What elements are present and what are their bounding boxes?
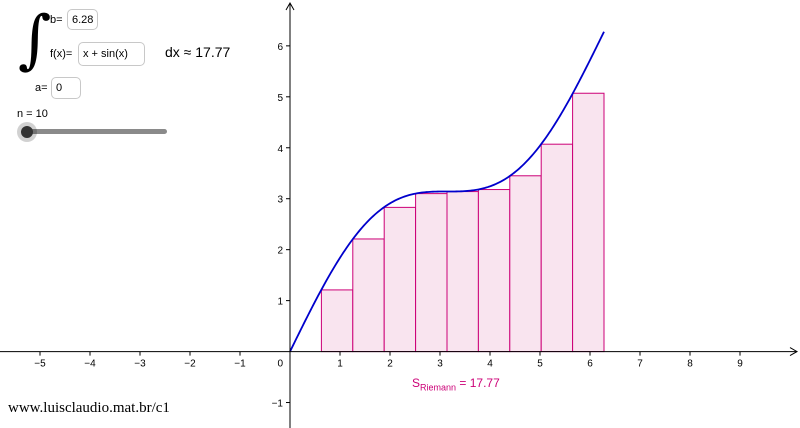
x-tick-label: −4 xyxy=(84,359,96,370)
riemann-value: = 17.77 xyxy=(459,376,500,390)
x-tick-label: −3 xyxy=(134,359,146,370)
footer-url[interactable]: www.luisclaudio.mat.br/c1 xyxy=(8,400,170,416)
riemann-subscript: Riemann xyxy=(420,382,457,393)
x-tick-label: −2 xyxy=(184,359,196,370)
y-tick-label: 6 xyxy=(277,42,283,53)
riemann-rect xyxy=(509,175,542,353)
function-curve xyxy=(289,31,605,352)
riemann-rect xyxy=(540,143,574,353)
slider-label: n = 10 xyxy=(17,108,48,120)
x-tick-label: 9 xyxy=(737,359,743,370)
riemann-rect xyxy=(446,191,479,353)
riemann-s: S xyxy=(412,376,421,390)
riemann-rectangles xyxy=(320,92,605,353)
riemann-sum-label: SRiemann = 17.77 xyxy=(412,376,500,392)
y-tick-label: 5 xyxy=(277,93,283,104)
x-tick-label: 5 xyxy=(537,359,543,370)
riemann-rect xyxy=(320,289,354,353)
integral-input-panel: ∫ b= 6.28 f(x)= x + sin(x) a= 0 dx ≈ 17.… xyxy=(0,0,250,150)
y-tick-label: 4 xyxy=(277,144,283,155)
x-tick-label: −1 xyxy=(234,359,246,370)
lower-bound-input[interactable]: 0 xyxy=(51,77,81,99)
integral-value: dx ≈ 17.77 xyxy=(165,44,231,60)
integral-sign: ∫ xyxy=(18,3,52,77)
x-tick-label: 2 xyxy=(387,359,393,370)
upper-bound-input[interactable]: 6.28 xyxy=(67,9,98,30)
riemann-rect xyxy=(572,92,605,353)
function-input[interactable]: x + sin(x) xyxy=(78,42,145,66)
riemann-rect xyxy=(477,189,511,353)
x-tick-label: −5 xyxy=(34,359,46,370)
riemann-rect xyxy=(383,206,417,353)
x-tick-label: 6 xyxy=(587,359,593,370)
riemann-rect xyxy=(352,238,385,353)
origin-label: 0 xyxy=(277,359,283,370)
riemann-rect xyxy=(415,193,448,353)
y-tick-label: −1 xyxy=(272,399,284,410)
n-slider-knob[interactable] xyxy=(21,126,33,138)
x-axis-arrow xyxy=(789,347,799,357)
y-tick-label: 3 xyxy=(277,195,283,206)
x-tick-label: 1 xyxy=(337,359,343,370)
y-tick-label: 1 xyxy=(277,297,283,308)
n-slider-track[interactable] xyxy=(26,129,167,134)
upper-bound-label: b= xyxy=(50,14,63,26)
y-axis-arrow xyxy=(285,1,295,11)
x-tick-label: 7 xyxy=(637,359,643,370)
x-tick-label: 3 xyxy=(437,359,443,370)
x-tick-label: 8 xyxy=(687,359,693,370)
function-label: f(x)= xyxy=(50,48,73,60)
y-tick-label: 2 xyxy=(277,246,283,257)
x-tick-label: 4 xyxy=(487,359,493,370)
lower-bound-label: a= xyxy=(35,82,48,94)
